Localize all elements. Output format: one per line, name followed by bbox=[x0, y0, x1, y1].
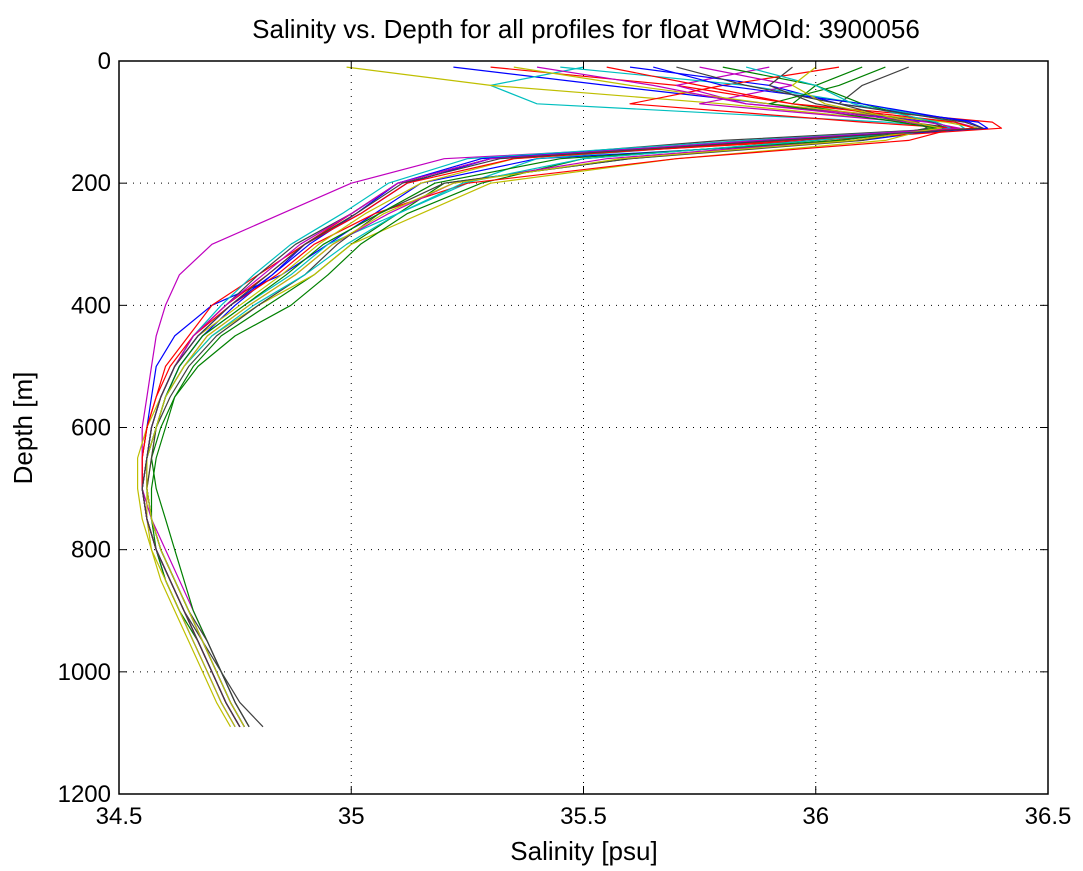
y-axis-label: Depth [m] bbox=[8, 372, 38, 485]
x-axis-label: Salinity [psu] bbox=[510, 836, 657, 866]
y-tick-label: 1200 bbox=[58, 781, 111, 808]
profile-line bbox=[141, 66, 984, 728]
y-tick-label: 400 bbox=[71, 292, 111, 319]
x-tick-label: 36 bbox=[802, 803, 829, 830]
profile-line bbox=[146, 66, 942, 728]
chart-title: Salinity vs. Depth for all profiles for … bbox=[252, 14, 920, 44]
y-tick-label: 0 bbox=[98, 48, 111, 75]
y-tick-label: 1000 bbox=[58, 659, 111, 686]
x-axis-ticks: 34.5 35 35.5 36 36.5 bbox=[96, 61, 1072, 830]
y-axis-ticks: 0 200 400 600 800 1000 1200 bbox=[58, 48, 1048, 808]
y-tick-label: 800 bbox=[71, 537, 111, 564]
profile-series bbox=[137, 66, 1003, 728]
grid-lines bbox=[119, 61, 1048, 794]
x-tick-label: 35 bbox=[338, 803, 365, 830]
y-tick-label: 600 bbox=[71, 415, 111, 442]
y-tick-label: 200 bbox=[71, 170, 111, 197]
x-tick-label: 34.5 bbox=[96, 803, 143, 830]
x-tick-label: 36.5 bbox=[1025, 803, 1072, 830]
x-tick-label: 35.5 bbox=[560, 803, 607, 830]
